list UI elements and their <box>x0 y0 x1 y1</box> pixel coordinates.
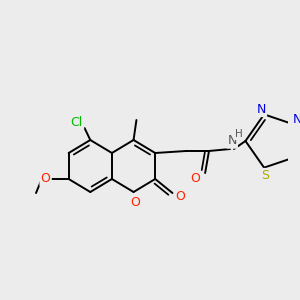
Text: O: O <box>175 190 185 203</box>
Text: O: O <box>130 196 140 208</box>
Text: O: O <box>190 172 200 185</box>
Text: O: O <box>41 172 51 185</box>
Text: N: N <box>292 113 300 126</box>
Text: N: N <box>227 134 237 148</box>
Text: H: H <box>235 129 243 139</box>
Text: N: N <box>256 103 266 116</box>
Text: S: S <box>261 169 269 182</box>
Text: Cl: Cl <box>71 116 83 128</box>
